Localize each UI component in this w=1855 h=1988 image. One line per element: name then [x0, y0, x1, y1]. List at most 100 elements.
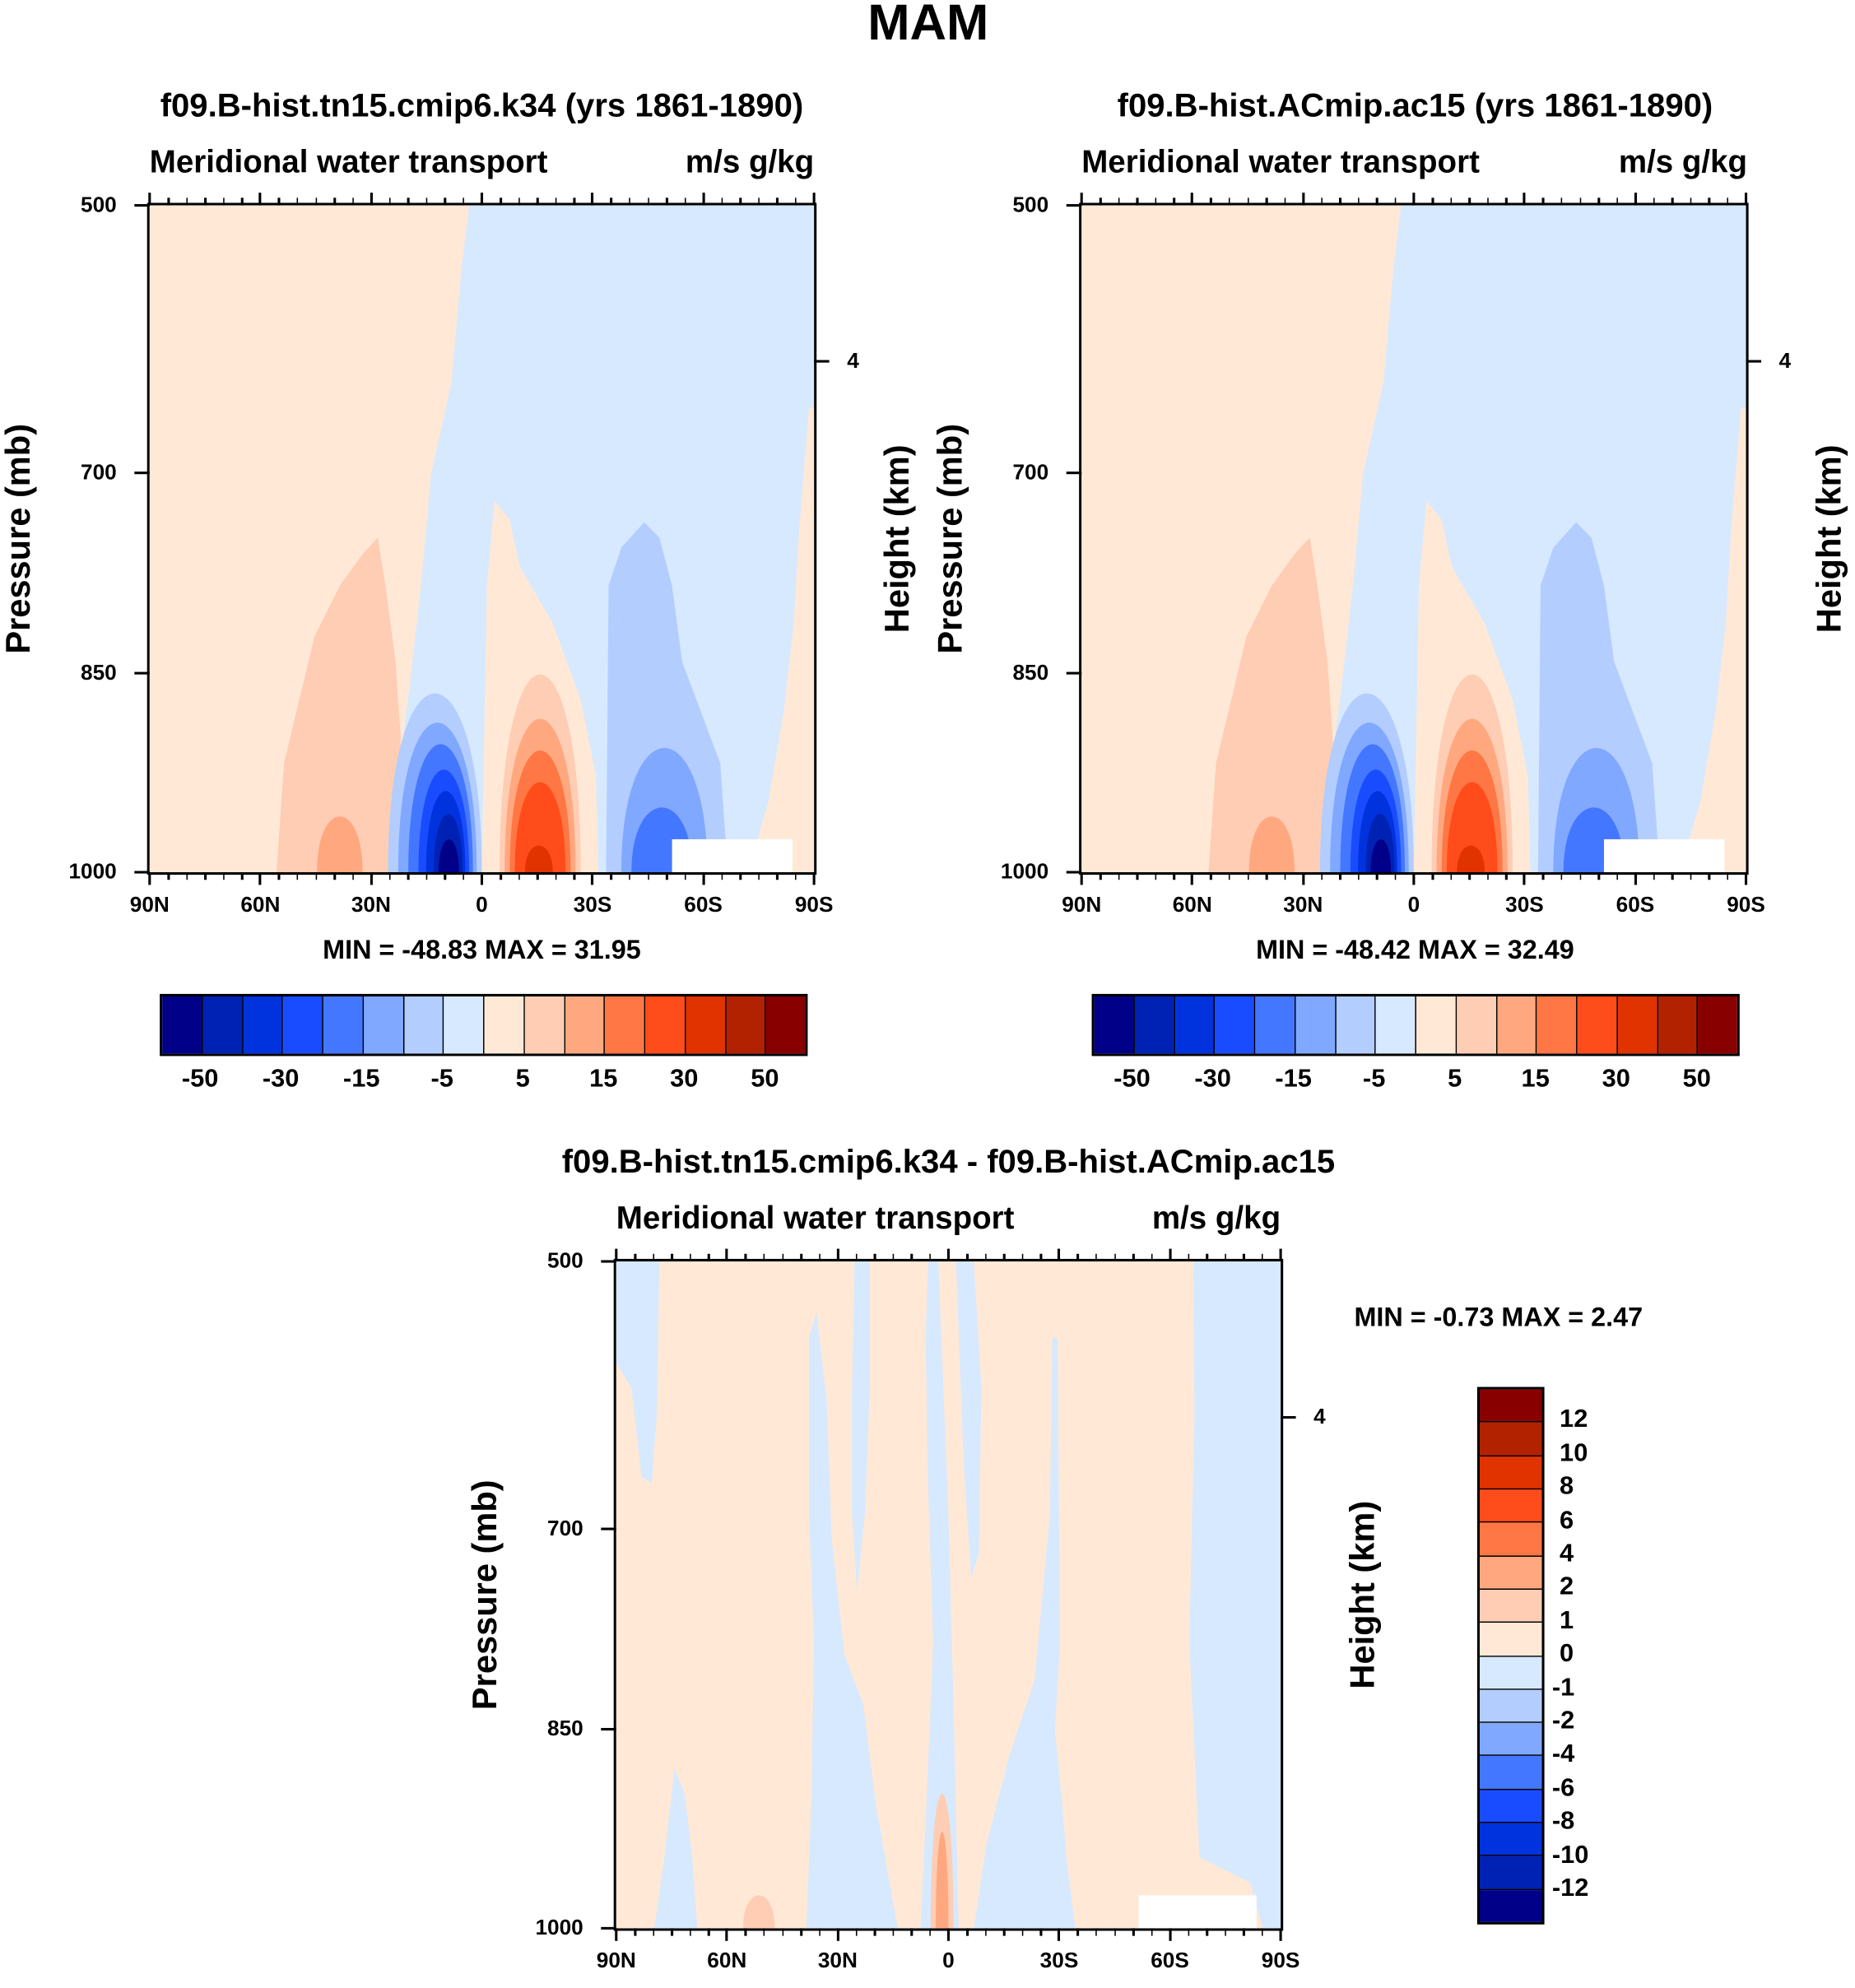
x-minor-tick: [222, 872, 225, 880]
x-minor-tick: [1039, 1928, 1043, 1936]
x-minor-tick: [500, 197, 502, 206]
plot2-ylabel-right: Height (km): [1810, 444, 1848, 634]
x-minor-tick: [1210, 872, 1212, 880]
colorbar-swatch: [1479, 1823, 1542, 1857]
contour-region: [524, 845, 553, 873]
x-major-tick: [480, 193, 484, 206]
colorbar-swatch: [1657, 996, 1699, 1054]
x-minor-tick: [1132, 1253, 1135, 1261]
y-tick-label: 700: [1012, 460, 1049, 485]
x-minor-tick: [1173, 197, 1175, 206]
x-minor-tick: [1247, 872, 1249, 880]
colorbar-swatch: [1336, 996, 1377, 1054]
x-minor-tick: [665, 197, 668, 206]
x-minor-tick: [388, 872, 391, 880]
x-minor-tick: [758, 197, 760, 206]
colorbar-swatch: [202, 996, 244, 1054]
x-minor-tick: [1376, 872, 1378, 880]
x-minor-tick: [1542, 197, 1545, 206]
x-tick-label: 90N: [596, 1949, 636, 1973]
x-major-tick: [1279, 1928, 1282, 1941]
y-major-tick: [134, 671, 150, 675]
x-tick-label: 30N: [817, 1949, 858, 1973]
x-minor-tick: [1690, 872, 1692, 880]
plot1-units: m/s g/kg: [685, 144, 815, 180]
x-minor-tick: [665, 872, 668, 880]
x-major-tick: [836, 1928, 839, 1941]
x-minor-tick: [1002, 1253, 1006, 1261]
x-tick-label: 90N: [129, 892, 170, 917]
x-minor-tick: [744, 1253, 747, 1261]
x-minor-tick: [929, 1253, 932, 1261]
x-minor-tick: [1188, 1928, 1190, 1936]
x-minor-tick: [277, 872, 281, 880]
x-minor-tick: [425, 197, 428, 206]
x-tick-label: 60N: [1172, 892, 1212, 917]
contour-region: [317, 816, 363, 873]
x-minor-tick: [500, 872, 502, 880]
x-minor-tick: [1357, 197, 1360, 206]
x-minor-tick: [1578, 872, 1582, 880]
x-minor-tick: [1132, 1928, 1135, 1936]
x-minor-tick: [1095, 1253, 1098, 1261]
colorbar-label: -5: [430, 1065, 453, 1094]
y-tick-label: 850: [1012, 660, 1049, 685]
x-minor-tick: [818, 1928, 821, 1936]
y-major-tick: [601, 1527, 616, 1530]
x-major-tick: [370, 193, 373, 206]
contour-region: [748, 408, 815, 873]
contour-region: [1189, 1261, 1281, 1929]
colorbar-swatch: [1416, 996, 1457, 1054]
x-minor-tick: [1597, 872, 1600, 880]
x-minor-tick: [1690, 197, 1692, 206]
plot3-units: m/s g/kg: [1151, 1201, 1281, 1237]
x-minor-tick: [721, 872, 723, 880]
x-minor-tick: [1505, 872, 1508, 880]
x-major-tick: [725, 1928, 728, 1941]
x-minor-tick: [1542, 872, 1545, 880]
colorbar-swatch: [1479, 1456, 1542, 1490]
x-minor-tick: [1039, 1253, 1043, 1261]
x-minor-tick: [1113, 1253, 1116, 1261]
x-minor-tick: [296, 197, 299, 206]
x-tick-label: 30S: [573, 892, 612, 917]
x-minor-tick: [1206, 1253, 1208, 1261]
x-minor-tick: [1284, 872, 1286, 880]
x-minor-tick: [689, 1928, 692, 1936]
contour-region: [276, 537, 401, 873]
x-minor-tick: [425, 872, 428, 880]
y-major-tick: [1066, 471, 1082, 475]
colorbar-swatch: [1479, 1556, 1542, 1590]
x-tick-label: 0: [942, 1949, 955, 1973]
x-major-tick: [591, 872, 594, 885]
x-minor-tick: [1188, 1253, 1190, 1261]
x-minor-tick: [1671, 872, 1674, 880]
x-major-tick: [812, 193, 816, 206]
y-tick-label: 500: [547, 1248, 583, 1273]
x-minor-tick: [333, 872, 336, 880]
contour-fill: [616, 1261, 1281, 1929]
x-minor-tick: [1076, 1253, 1079, 1261]
colorbar-swatch: [605, 996, 646, 1054]
x-major-tick: [480, 872, 484, 885]
x-minor-tick: [610, 197, 612, 206]
colorbar-label: -12: [1551, 1874, 1589, 1902]
y-major-tick: [601, 1260, 616, 1263]
x-minor-tick: [1284, 197, 1286, 206]
x-minor-tick: [167, 872, 170, 880]
colorbar-label: -8: [1551, 1807, 1575, 1836]
colorbar-swatch: [1479, 1489, 1542, 1523]
x-minor-tick: [1376, 197, 1378, 206]
colorbar-swatch: [1134, 996, 1175, 1054]
x-minor-tick: [555, 197, 557, 206]
x-minor-tick: [1136, 872, 1139, 880]
colorbar-label: -5: [1362, 1065, 1386, 1094]
y-tick-label: 500: [1012, 193, 1049, 217]
x-major-tick: [1301, 193, 1304, 206]
y-right-tick: [814, 360, 830, 363]
x-minor-tick: [463, 197, 465, 206]
y-major-tick: [134, 204, 150, 207]
colorbar-swatch: [403, 996, 444, 1054]
x-minor-tick: [744, 1928, 747, 1936]
colorbar-label: -50: [1113, 1065, 1151, 1094]
